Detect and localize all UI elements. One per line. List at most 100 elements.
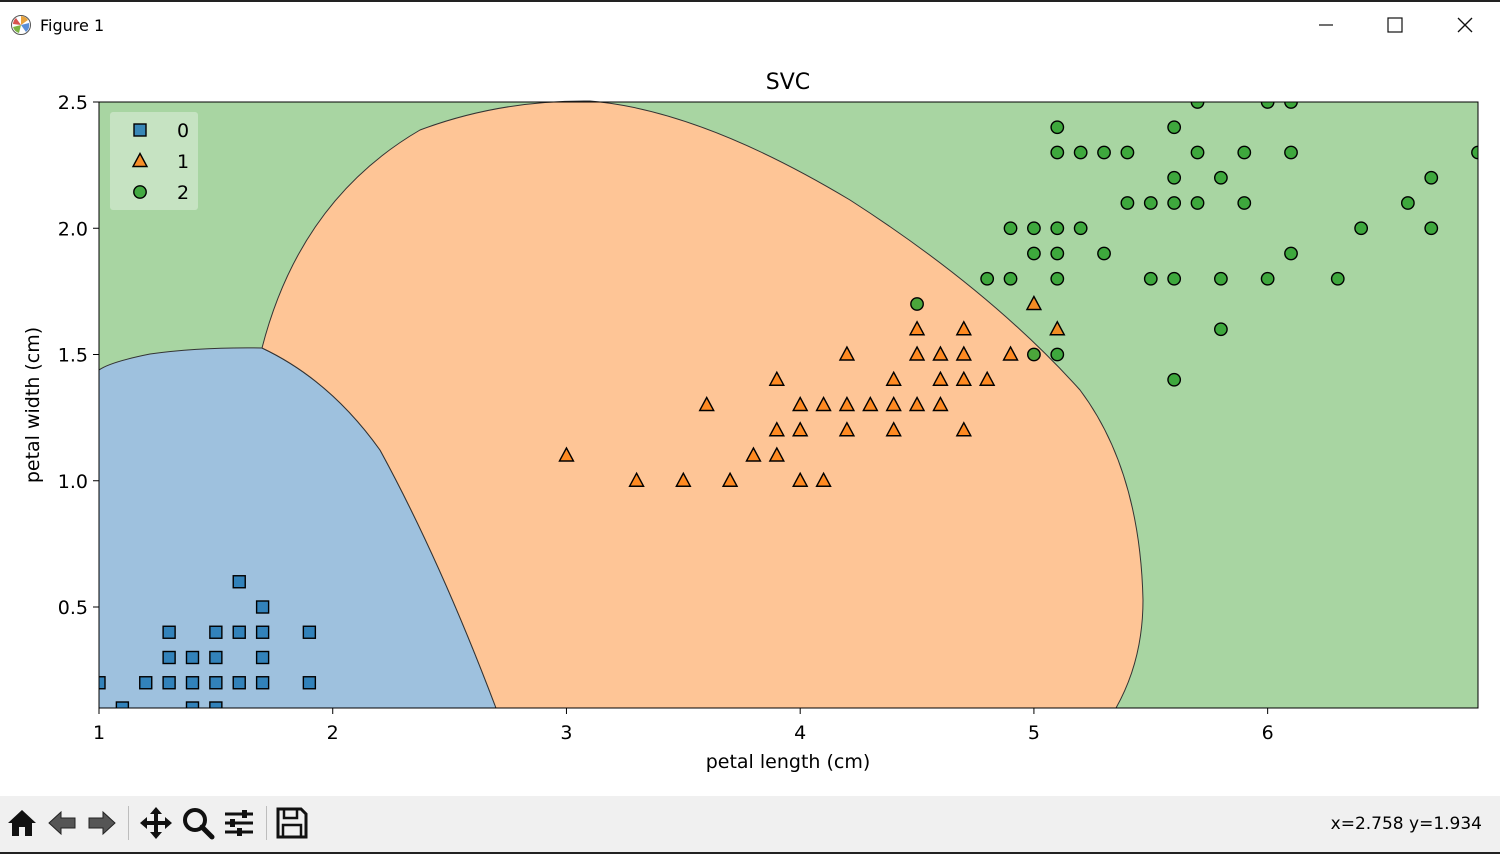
- data-point-class-1: [908, 320, 926, 336]
- data-point-class-2: [1471, 145, 1478, 160]
- zoom-button[interactable]: [179, 804, 217, 842]
- window-title-bar: Figure 1: [0, 0, 1500, 48]
- x-tick-label: 5: [1028, 722, 1040, 744]
- data-point-class-2: [1050, 145, 1065, 160]
- minimize-icon: [1319, 24, 1333, 26]
- minimize-button[interactable]: [1303, 8, 1349, 42]
- data-point-class-2: [1120, 196, 1135, 210]
- forward-button[interactable]: [83, 804, 121, 842]
- data-point-class-1: [955, 320, 972, 336]
- x-tick-label: 2: [327, 722, 339, 744]
- data-point-class-0: [255, 650, 270, 665]
- data-point-class-0: [139, 676, 153, 690]
- home-icon: [8, 810, 36, 836]
- data-point-class-1: [885, 396, 902, 412]
- save-button[interactable]: [273, 804, 311, 842]
- data-point-class-1: [838, 396, 856, 412]
- figure-canvas[interactable]: 1 2 3 4 5 6 0.5 1.0 1.5 2.0 2.5 SVC petal length …: [0, 48, 1500, 796]
- data-point-class-2: [1167, 120, 1182, 135]
- data-point-class-0: [255, 676, 270, 690]
- data-point-class-0: [99, 676, 106, 690]
- data-point-class-2: [1050, 246, 1065, 261]
- data-point-class-1: [955, 345, 972, 361]
- data-point-class-2: [1027, 246, 1041, 261]
- data-point-class-2: [1050, 221, 1065, 236]
- data-point-class-1: [1025, 295, 1043, 311]
- data-point-class-1: [838, 345, 856, 361]
- data-point-class-2: [1027, 347, 1041, 362]
- data-point-class-2: [1330, 271, 1345, 286]
- legend-box: [110, 112, 198, 210]
- data-point-class-2: [1143, 196, 1158, 210]
- window-title: Figure 1: [40, 16, 105, 35]
- data-point-class-1: [768, 446, 785, 462]
- data-points: [99, 102, 1478, 708]
- pan-icon: [140, 807, 172, 839]
- data-point-class-1: [932, 370, 949, 386]
- data-point-class-1: [792, 471, 809, 487]
- y-tick-label: 2.5: [58, 92, 88, 114]
- data-point-class-2: [1213, 322, 1228, 337]
- legend-label-2: 2: [177, 182, 189, 204]
- data-point-class-2: [1237, 145, 1252, 160]
- toolbar-separator: [266, 806, 267, 840]
- data-point-class-2: [1260, 271, 1275, 286]
- data-point-class-2: [1097, 246, 1111, 261]
- data-point-class-1: [955, 370, 972, 386]
- navigation-toolbar: x=2.758 y=1.934: [0, 796, 1500, 854]
- data-point-class-1: [815, 396, 832, 412]
- data-point-class-1: [885, 421, 902, 437]
- data-point-class-0: [185, 676, 200, 690]
- data-point-class-2: [1073, 221, 1088, 236]
- back-button[interactable]: [43, 804, 81, 842]
- legend-label-1: 1: [177, 151, 189, 173]
- x-axis: 1 2 3 4 5 6: [93, 708, 1274, 744]
- data-point-class-2: [1097, 145, 1111, 160]
- data-point-class-1: [932, 396, 949, 412]
- data-point-class-1: [675, 471, 692, 487]
- data-point-class-1: [1049, 320, 1066, 336]
- data-point-class-0: [209, 676, 223, 690]
- data-point-class-1: [908, 345, 926, 361]
- data-point-class-1: [978, 370, 996, 386]
- data-point-class-1: [838, 421, 856, 437]
- data-point-class-2: [1003, 271, 1018, 286]
- data-point-class-2: [1354, 221, 1369, 236]
- y-tick-label: 1.5: [58, 345, 88, 367]
- data-point-class-1: [558, 446, 575, 462]
- data-point-class-2: [1424, 170, 1439, 185]
- y-axis: 0.5 1.0 1.5 2.0 2.5: [58, 92, 99, 619]
- data-point-class-1: [768, 421, 785, 437]
- data-point-class-1: [815, 471, 832, 487]
- data-point-class-1: [885, 370, 902, 386]
- data-point-class-0: [255, 625, 270, 639]
- data-point-class-1: [768, 370, 785, 386]
- data-point-class-1: [721, 471, 739, 487]
- data-point-class-1: [862, 396, 879, 412]
- data-point-class-0: [232, 625, 246, 639]
- toolbar-separator: [128, 806, 129, 840]
- maximize-button[interactable]: [1372, 8, 1418, 42]
- data-point-class-2: [1237, 196, 1252, 210]
- zoom-icon: [183, 808, 215, 840]
- data-point-class-1: [745, 446, 762, 462]
- data-point-class-1: [932, 345, 949, 361]
- chart-title: SVC: [766, 70, 810, 95]
- data-point-class-0: [232, 676, 246, 690]
- matplotlib-logo-icon: [11, 15, 31, 35]
- data-point-class-2: [1050, 120, 1065, 135]
- data-point-class-0: [185, 701, 200, 708]
- data-point-class-0: [162, 676, 176, 690]
- legend-marker-2: [133, 185, 147, 199]
- data-point-class-1: [628, 471, 645, 487]
- data-point-class-1: [955, 421, 972, 437]
- configure-subplots-button[interactable]: [220, 804, 258, 842]
- close-button[interactable]: [1442, 8, 1488, 42]
- data-point-class-1: [792, 421, 809, 437]
- home-button[interactable]: [3, 804, 41, 842]
- data-point-class-2: [1213, 170, 1228, 185]
- data-point-class-0: [209, 701, 223, 708]
- legend-marker-0: [133, 123, 147, 137]
- pan-button[interactable]: [137, 804, 175, 842]
- data-point-class-0: [209, 650, 223, 665]
